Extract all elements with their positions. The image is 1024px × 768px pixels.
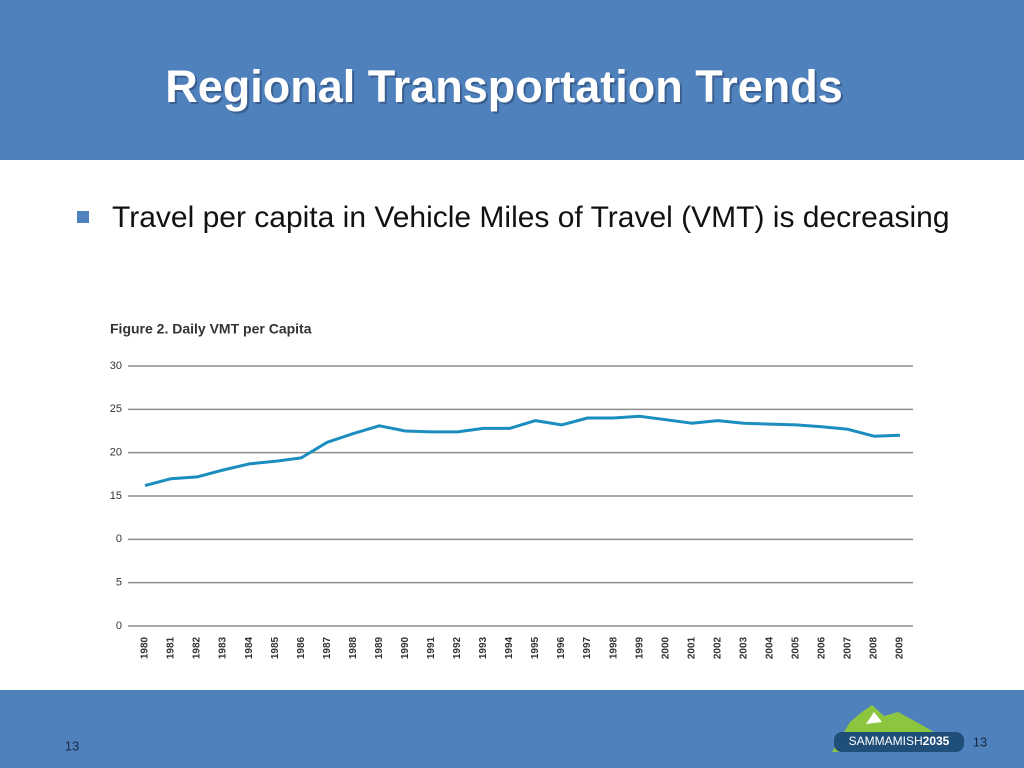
x-tick-label: 2006 [817, 636, 828, 659]
x-tick-label: 1986 [296, 636, 307, 659]
x-tick-label: 1997 [582, 636, 593, 659]
x-tick-label: 1984 [244, 636, 255, 659]
x-tick-label: 1999 [634, 636, 645, 659]
logo-year: 2035 [923, 734, 950, 748]
x-tick-label: 2001 [686, 636, 697, 659]
title-shadow: Regional Transportation Trends [167, 63, 845, 114]
x-tick-label: 1998 [608, 636, 619, 659]
x-tick-label: 2009 [895, 636, 906, 659]
x-tick-label: 2008 [869, 636, 880, 659]
x-tick-label: 1989 [374, 636, 385, 659]
x-tick-label: 2005 [791, 636, 802, 659]
y-tick-label: 20 [110, 447, 122, 459]
logo-text: SAMMAMISH2035 [849, 734, 950, 748]
logo-peak [866, 712, 882, 724]
y-tick-label: 25 [110, 403, 122, 415]
page-number: 13 [65, 738, 79, 753]
x-tick-label: 2007 [843, 636, 854, 659]
logo: SAMMAMISH2035 [832, 705, 964, 752]
y-tick-label: 0 [116, 533, 122, 545]
x-tick-label: 1987 [322, 636, 333, 659]
x-tick-label: 2003 [738, 636, 749, 659]
slide-title: Regional Transportation Trends [165, 61, 843, 112]
x-tick-label: 1992 [452, 636, 463, 659]
x-tick-label: 1991 [426, 636, 437, 659]
y-tick-label: 0 [116, 620, 122, 632]
x-tick-label: 1990 [400, 636, 411, 659]
x-tick-label: 2004 [764, 636, 775, 659]
logo-band [834, 732, 964, 752]
page-number: 13 [973, 734, 987, 749]
x-tick-label: 1982 [192, 636, 203, 659]
x-tick-label: 1988 [348, 636, 359, 659]
logo-name: SAMMAMISH [849, 734, 923, 748]
x-tick-label: 1993 [478, 636, 489, 659]
header-bar [0, 0, 1024, 160]
x-tick-label: 1996 [556, 636, 567, 659]
x-tick-label: 1980 [140, 636, 151, 659]
bullet-text: Travel per capita in Vehicle Miles of Tr… [112, 201, 950, 234]
y-tick-label: 30 [110, 360, 122, 372]
x-tick-label: 1983 [218, 636, 229, 659]
x-tick-label: 2000 [660, 636, 671, 659]
x-tick-label: 2002 [712, 636, 723, 659]
bullet-marker [77, 211, 89, 223]
y-tick-label: 15 [110, 490, 122, 502]
chart-title: Figure 2. Daily VMT per Capita [110, 321, 312, 337]
y-tick-label: 5 [116, 577, 122, 589]
x-tick-label: 1981 [166, 636, 177, 659]
x-tick-label: 1994 [504, 636, 515, 659]
data-line [144, 414, 901, 488]
x-tick-label: 1985 [270, 636, 281, 659]
x-tick-label: 1995 [530, 636, 541, 659]
